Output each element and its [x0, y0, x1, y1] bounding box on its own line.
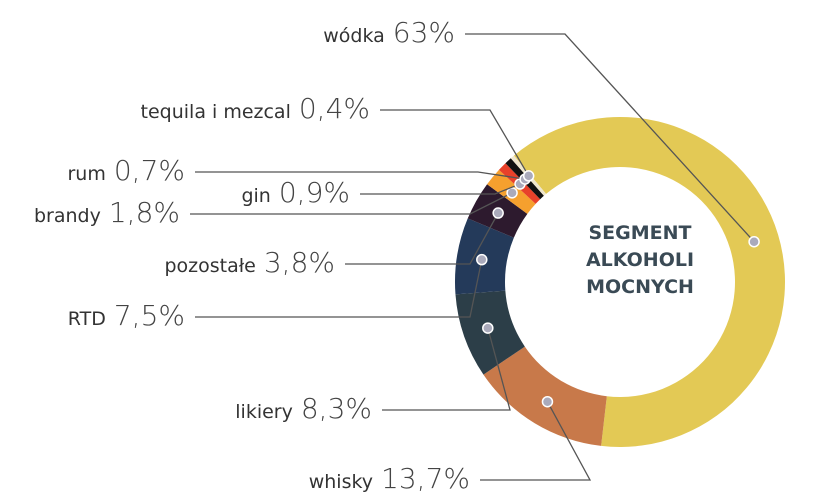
- category-name: brandy: [34, 205, 101, 227]
- category-name: RTD: [68, 308, 106, 330]
- value-label: 0,9%: [279, 176, 350, 209]
- slice-label: brandy 1,8%: [34, 196, 180, 229]
- center-text: MOCNYCH: [586, 276, 694, 298]
- slice-label: RTD 7,5%: [68, 299, 185, 332]
- value-label: 0,7%: [114, 154, 185, 187]
- segment: [513, 116, 786, 448]
- segment: [483, 346, 607, 446]
- value-label: 3,8%: [264, 246, 335, 279]
- center-text: SEGMENT: [588, 222, 691, 244]
- value-label: 63%: [393, 16, 455, 49]
- category-name: likiery: [235, 401, 293, 423]
- leader-dot: [482, 322, 494, 334]
- leader-line: [480, 401, 592, 481]
- category-name: whisky: [309, 471, 373, 493]
- leader-dot: [492, 207, 504, 219]
- value-label: 8,3%: [301, 392, 372, 425]
- leader-line: [190, 192, 513, 215]
- annotations: wódka 63% whisky 13,7% likiery 8,3% RTD 7,5% poz…: [34, 16, 760, 495]
- value-label: 13,7%: [381, 462, 470, 495]
- slice-label: pozostałe 3,8%: [164, 246, 335, 279]
- category-name: pozostałe: [164, 255, 255, 277]
- leader-line: [382, 327, 511, 411]
- leader-line: [360, 183, 521, 195]
- value-label: 7,5%: [114, 299, 185, 332]
- leader-dot: [748, 235, 760, 248]
- leader-dot: [522, 170, 535, 182]
- leader-dot: [541, 395, 554, 408]
- value-label: 0,4%: [299, 92, 370, 125]
- leader-dot: [476, 253, 488, 266]
- leader-dot: [506, 187, 518, 199]
- leader-line: [345, 212, 499, 265]
- leader-line: [195, 171, 526, 180]
- category-name: tequila i mezcal: [141, 101, 291, 123]
- category-name: rum: [67, 163, 105, 185]
- value-label: 1,8%: [109, 196, 180, 229]
- category-name: gin: [241, 185, 270, 207]
- slice-label: rum 0,7%: [67, 154, 185, 187]
- slice-label: gin 0,9%: [241, 176, 350, 209]
- leader-line: [465, 33, 755, 243]
- slice-label: likiery 8,3%: [235, 392, 372, 425]
- slice-label: tequila i mezcal 0,4%: [141, 92, 370, 125]
- slice-label: whisky 13,7%: [309, 462, 470, 495]
- center-text: ALKOHOLI: [586, 249, 694, 271]
- leader-line: [380, 109, 530, 177]
- category-name: wódka: [323, 25, 385, 47]
- slice-label: wódka 63%: [323, 16, 455, 49]
- leader-line: [195, 259, 483, 318]
